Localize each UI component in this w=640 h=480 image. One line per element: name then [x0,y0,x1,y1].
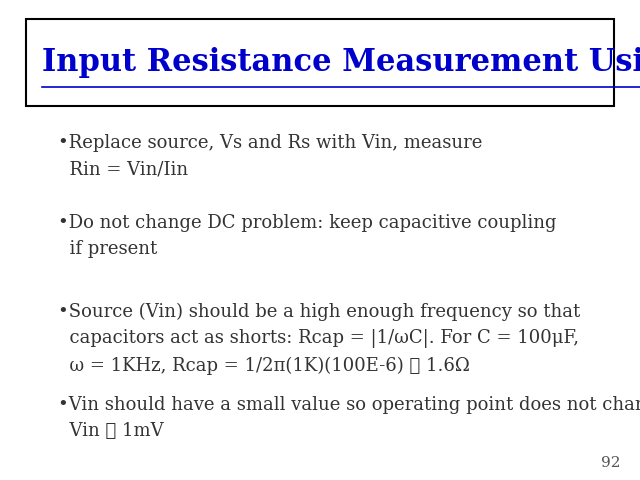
FancyBboxPatch shape [26,19,614,106]
Text: Input Resistance Measurement Using SPICE: Input Resistance Measurement Using SPICE [42,47,640,78]
Text: •Vin should have a small value so operating point does not change
  Vin ≅ 1mV: •Vin should have a small value so operat… [58,396,640,441]
Text: •Replace source, Vs and Rs with Vin, measure
  Rin = Vin/Iin: •Replace source, Vs and Rs with Vin, mea… [58,134,482,179]
Text: •Source (Vin) should be a high enough frequency so that
  capacitors act as shor: •Source (Vin) should be a high enough fr… [58,302,580,375]
Text: 92: 92 [602,456,621,470]
Text: •Do not change DC problem: keep capacitive coupling
  if present: •Do not change DC problem: keep capaciti… [58,214,556,258]
